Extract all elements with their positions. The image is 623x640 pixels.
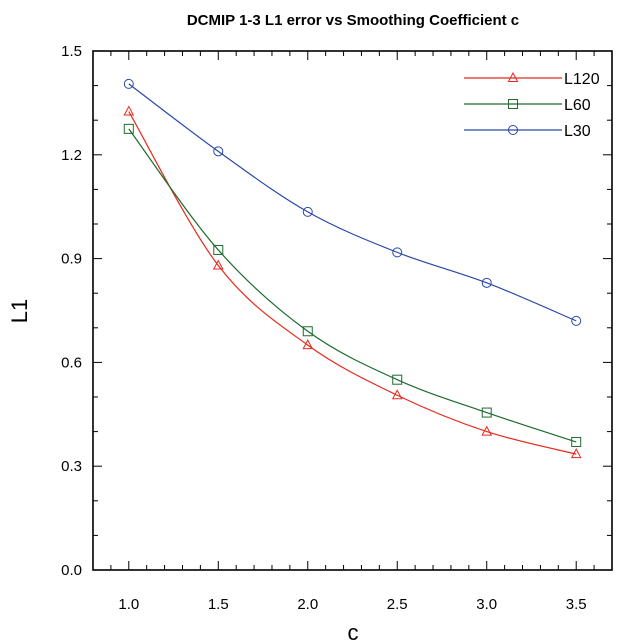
legend-marker-l60 <box>508 99 518 109</box>
y-tick-label: 0.3 <box>61 458 82 475</box>
plot-frame <box>92 50 613 571</box>
y-tick-label: 0.6 <box>61 354 82 371</box>
x-tick-label: 2.0 <box>297 596 318 613</box>
data-point-l60 <box>123 123 134 134</box>
x-tick-label: 3.0 <box>476 596 497 613</box>
data-point-l120 <box>481 425 493 436</box>
legend-label-l60: L60 <box>564 97 591 114</box>
legend-marker-l120 <box>507 71 519 82</box>
data-point-l120 <box>123 105 135 116</box>
x-axis-title: c <box>348 620 359 640</box>
legend-label-l30: L30 <box>564 123 591 140</box>
y-tick-label: 0.0 <box>61 562 82 579</box>
legend-item-l30: L30 <box>464 123 591 140</box>
x-tick-label: 3.5 <box>566 596 587 613</box>
data-point-l60 <box>481 407 492 418</box>
y-tick-label: 1.2 <box>61 147 82 164</box>
series-line-l60 <box>128 128 577 443</box>
data-point-l30 <box>123 78 134 89</box>
x-tick-label: 1.5 <box>208 596 229 613</box>
data-point-l60 <box>213 244 224 255</box>
data-point-l120 <box>391 389 403 400</box>
data-point-l120 <box>212 259 224 270</box>
data-point-l30 <box>481 277 492 288</box>
data-point-l30 <box>302 206 313 217</box>
legend-item-l120: L120 <box>464 71 600 88</box>
data-point-l60 <box>302 326 313 337</box>
chart-title: DCMIP 1-3 L1 error vs Smoothing Coeffici… <box>187 12 519 29</box>
legend-item-l60: L60 <box>464 97 591 114</box>
plot-area: 1.0 1.5 2.0 2.5 3.0 3.5 0.0 0.3 0.6 0.9 1.2 1.5 L120… <box>61 43 613 613</box>
legend-marker-l30 <box>508 125 518 135</box>
x-tick-label: 1.0 <box>118 596 139 613</box>
data-point-l30 <box>571 315 582 326</box>
y-axis-title: L1 <box>7 299 32 323</box>
series-line-l120 <box>128 111 577 455</box>
data-point-l30 <box>213 146 224 157</box>
y-tick-label: 1.5 <box>61 43 82 60</box>
data-point-l60 <box>571 436 582 447</box>
data-point-l120 <box>302 339 314 350</box>
legend-label-l120: L120 <box>564 71 600 88</box>
data-point-l60 <box>392 374 403 385</box>
y-tick-label: 0.9 <box>61 251 82 268</box>
data-point-l120 <box>570 448 582 459</box>
data-point-l30 <box>392 247 403 258</box>
series-line-l30 <box>128 83 577 322</box>
x-tick-label: 2.5 <box>387 596 408 613</box>
